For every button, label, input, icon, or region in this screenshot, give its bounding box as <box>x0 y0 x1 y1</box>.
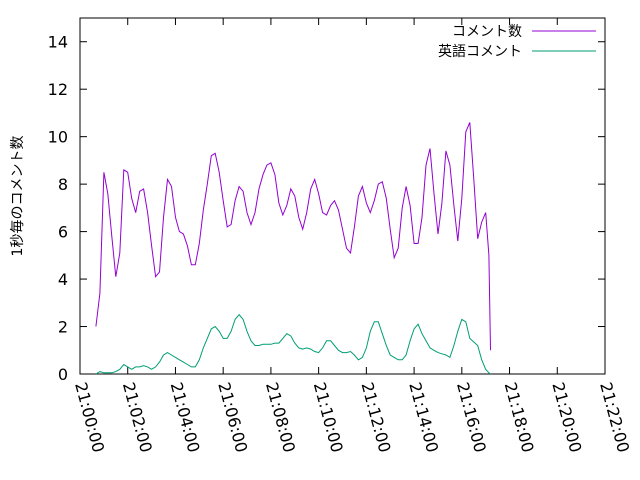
y-tick-label: 6 <box>58 223 68 242</box>
x-tick-label: 21:22:00 <box>596 380 633 454</box>
x-tick-label: 21:00:00 <box>71 380 108 454</box>
plot-frame <box>79 17 606 375</box>
x-tick-label: 21:20:00 <box>548 380 585 454</box>
x-tick-label: 21:02:00 <box>119 380 156 454</box>
x-tick-label: 21:04:00 <box>167 380 204 454</box>
x-tick-label: 21:18:00 <box>501 380 538 454</box>
y-axis: 0 2 4 6 8 10 12 14 <box>48 33 605 384</box>
x-axis: 21:00:00 21:02:00 21:04:00 21:06:00 21:08:00… <box>71 18 633 454</box>
y-tick-label: 12 <box>48 80 68 99</box>
series-line-1 <box>95 122 491 351</box>
y-tick-label: 8 <box>58 175 68 194</box>
y-tick-label: 14 <box>48 33 68 52</box>
legend-label-2: 英語コメント <box>438 43 522 60</box>
x-tick-label: 21:10:00 <box>310 380 347 454</box>
x-tick-label: 21:16:00 <box>453 380 490 454</box>
x-tick-label: 21:08:00 <box>262 380 299 454</box>
series-line-2 <box>95 313 491 375</box>
y-axis-title: 1秒毎のコメント数 <box>10 136 26 257</box>
y-tick-label: 4 <box>58 270 68 289</box>
series-group <box>95 122 491 375</box>
y-tick-label: 0 <box>58 365 68 384</box>
x-tick-label: 21:12:00 <box>357 380 394 454</box>
legend-label-1: コメント数 <box>452 24 522 40</box>
x-tick-label: 21:14:00 <box>405 380 442 454</box>
y-tick-label: 10 <box>48 128 68 147</box>
x-tick-label: 21:06:00 <box>214 380 251 454</box>
y-tick-label: 2 <box>58 318 68 337</box>
